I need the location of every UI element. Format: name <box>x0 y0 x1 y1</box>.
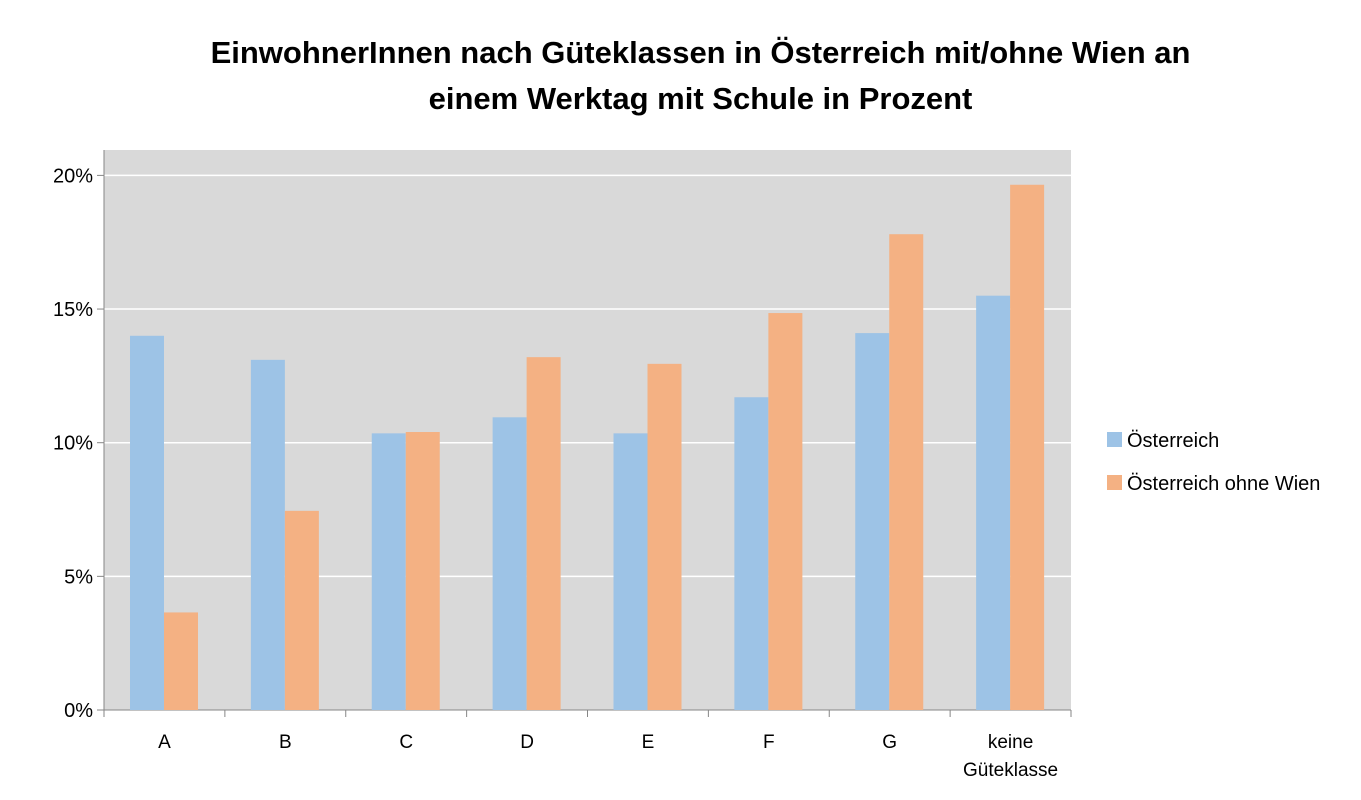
chart-title-line-2: einem Werktag mit Schule in Prozent <box>428 81 973 116</box>
bar-oesterreich-ohne-wien <box>889 234 924 710</box>
y-tick-label: 5% <box>64 566 93 588</box>
legend-label: Österreich ohne Wien <box>1127 473 1320 495</box>
bar-oesterreich-ohne-wien <box>647 363 682 710</box>
x-tick-label: C <box>399 732 413 753</box>
bar-oesterreich-ohne-wien <box>284 510 319 710</box>
bar-oesterreich <box>613 433 648 710</box>
plot-area <box>104 150 1071 710</box>
x-tick-label: A <box>158 732 171 753</box>
bar-oesterreich-ohne-wien <box>768 313 803 710</box>
x-tick-label: G <box>882 732 897 753</box>
bar-oesterreich-ohne-wien <box>526 357 561 710</box>
bar-oesterreich-ohne-wien <box>1010 184 1045 711</box>
legend-swatch <box>1107 432 1122 447</box>
bar-oesterreich <box>492 417 527 710</box>
bar-oesterreich <box>130 335 164 710</box>
chart-title: EinwohnerInnen nach Güteklassen in Öster… <box>0 30 1361 122</box>
x-tick-label: Güteklasse <box>963 760 1058 781</box>
bar-oesterreich-ohne-wien <box>164 612 198 710</box>
x-tick-label: F <box>763 732 775 753</box>
x-tick-label: keine <box>988 732 1033 753</box>
y-tick-label: 15% <box>53 299 93 321</box>
bar-oesterreich <box>855 333 890 710</box>
bar-oesterreich-ohne-wien <box>405 432 440 710</box>
legend-label: Österreich <box>1127 430 1219 452</box>
bar-oesterreich <box>976 295 1011 710</box>
y-tick-label: 20% <box>53 165 93 187</box>
chart-title-line-1: EinwohnerInnen nach Güteklassen in Öster… <box>210 35 1191 70</box>
x-tick-label: B <box>279 732 292 753</box>
bar-oesterreich <box>734 397 769 710</box>
legend-swatch <box>1107 475 1122 490</box>
bar-oesterreich <box>250 359 285 710</box>
bar-oesterreich <box>371 433 406 710</box>
y-tick-label: 0% <box>64 700 93 722</box>
y-tick-label: 10% <box>53 433 93 455</box>
x-tick-label: D <box>520 732 534 753</box>
x-tick-label: E <box>642 732 655 753</box>
